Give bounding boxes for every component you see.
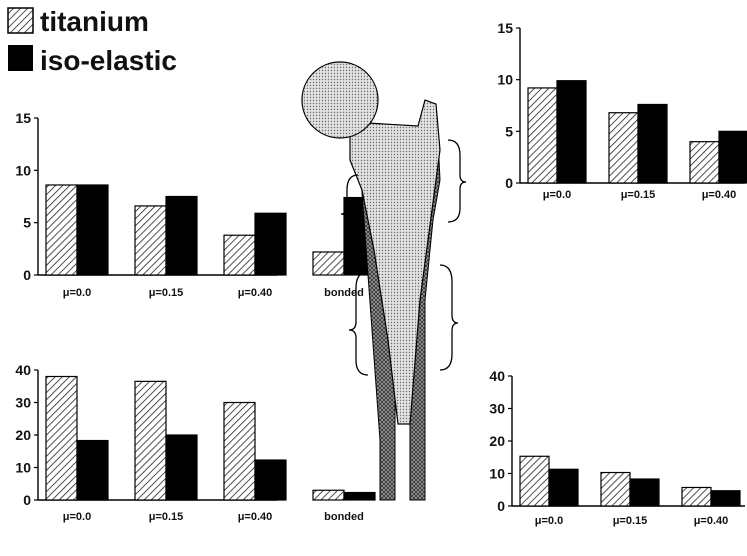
bar-iso-elastic-2: [718, 130, 747, 184]
bar-iso-elastic-2: [254, 459, 287, 501]
y-tick-label: 10: [15, 162, 31, 178]
bar-iso-elastic-1: [629, 478, 660, 507]
bar-titanium-2: [689, 141, 720, 184]
x-tick-label: μ=0.40: [238, 287, 273, 299]
x-tick-label: μ=0.0: [535, 515, 563, 527]
bar-iso-elastic-0: [76, 184, 109, 276]
y-tick-label: 30: [15, 395, 31, 411]
x-tick-label: μ=0.15: [149, 287, 184, 299]
femoral-head: [301, 61, 379, 139]
y-tick-label: 10: [489, 466, 505, 482]
y-tick-label: 10: [497, 72, 513, 88]
bar-titanium-3: [312, 489, 345, 501]
y-tick-label: 5: [505, 123, 513, 139]
y-tick-label: 15: [15, 110, 31, 126]
y-tick-label: 40: [489, 368, 505, 384]
bar-iso-elastic-2: [254, 212, 287, 276]
x-tick-label: bonded: [324, 287, 364, 299]
bracket-left-upper: [340, 174, 359, 253]
bar-titanium-2: [681, 486, 712, 507]
bar-iso-elastic-1: [165, 434, 198, 501]
charts: 0 5 10 15 μ=0.0 μ=0.15 μ=0.40 bonded 0 5 10 15 μ=0.0…: [15, 20, 747, 527]
bar-titanium-1: [134, 205, 167, 276]
x-tick-label: μ=0.40: [702, 189, 737, 201]
x-tick-label: bonded: [324, 511, 364, 523]
legend-label-titanium: titanium: [40, 6, 149, 37]
legend: titanium iso-elastic: [7, 6, 177, 76]
bar-iso-elastic-0: [76, 439, 109, 501]
bar-titanium-0: [45, 184, 78, 276]
legend-swatch-titanium: [7, 7, 34, 34]
bar-titanium-0: [519, 455, 550, 507]
chart-middle-left: 0 5 10 15 μ=0.0 μ=0.15 μ=0.40 bonded: [15, 110, 376, 299]
x-tick-label: μ=0.15: [613, 515, 648, 527]
bar-iso-elastic-3: [343, 491, 376, 501]
bar-iso-elastic-1: [165, 195, 198, 276]
bar-titanium-2: [223, 401, 256, 501]
y-tick-label: 20: [489, 433, 505, 449]
y-tick-label: 10: [15, 460, 31, 476]
bracket-right-upper: [447, 139, 467, 223]
bar-titanium-1: [134, 380, 167, 501]
y-tick-label: 0: [23, 267, 31, 283]
bar-iso-elastic-2: [710, 490, 741, 507]
x-tick-label: μ=0.0: [543, 189, 571, 201]
x-tick-label: μ=0.40: [238, 511, 273, 523]
x-tick-label: μ=0.0: [63, 287, 91, 299]
y-tick-label: 30: [489, 401, 505, 417]
y-tick-label: 0: [23, 492, 31, 508]
chart-bottom-left: 0 10 20 30 40 μ=0.0 μ=0.15 μ=0.40 bonded: [15, 362, 376, 523]
bar-titanium-2: [223, 234, 256, 276]
bracket-right-lower: [439, 264, 459, 371]
y-tick-label: 0: [505, 175, 513, 191]
legend-label-iso-elastic: iso-elastic: [40, 45, 177, 76]
bracket-left-lower: [348, 271, 369, 376]
bar-titanium-3: [312, 251, 345, 276]
x-tick-label: μ=0.15: [149, 511, 184, 523]
y-tick-label: 20: [15, 427, 31, 443]
bar-titanium-0: [45, 375, 78, 501]
x-tick-label: μ=0.40: [694, 515, 729, 527]
y-tick-label: 15: [497, 20, 513, 36]
bar-iso-elastic-0: [556, 80, 587, 184]
legend-swatch-iso-elastic: [8, 45, 33, 71]
hip-implant-illustration: [301, 61, 467, 501]
x-tick-label: μ=0.15: [621, 189, 656, 201]
stem-body: [349, 99, 441, 425]
bar-titanium-0: [527, 87, 558, 184]
bar-iso-elastic-0: [548, 468, 579, 507]
bar-titanium-1: [608, 112, 639, 184]
bar-iso-elastic-1: [637, 103, 668, 184]
bar-titanium-1: [600, 471, 631, 507]
y-tick-label: 5: [23, 215, 31, 231]
y-tick-label: 0: [497, 498, 505, 514]
y-tick-label: 40: [15, 362, 31, 378]
x-tick-label: μ=0.0: [63, 511, 91, 523]
